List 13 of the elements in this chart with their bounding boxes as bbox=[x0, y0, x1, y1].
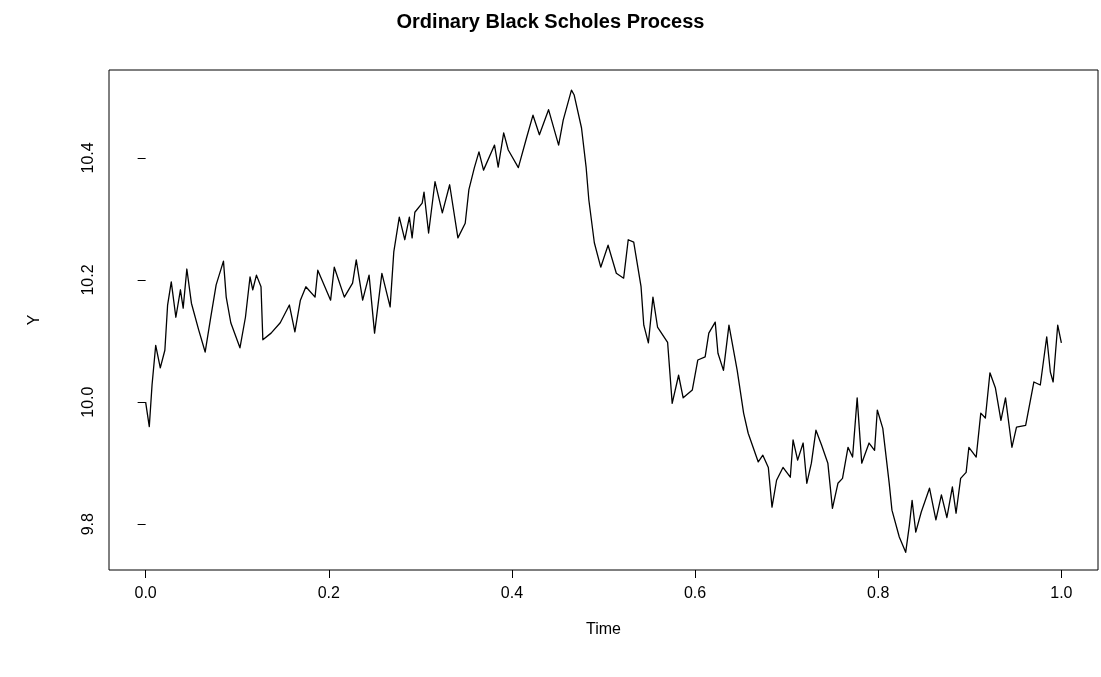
y-tick-label: 10.0 bbox=[78, 386, 96, 418]
x-tick-label: 0.2 bbox=[317, 583, 340, 601]
y-axis-title: Y bbox=[24, 314, 42, 326]
x-tick-label: 0.6 bbox=[683, 583, 707, 601]
x-tick-label: 0.4 bbox=[500, 583, 524, 601]
x-tick-label: 0.0 bbox=[134, 583, 157, 601]
y-tick-label: 9.8 bbox=[78, 512, 96, 536]
y-tick-label: 10.4 bbox=[78, 142, 96, 174]
x-tick-label: 1.0 bbox=[1050, 583, 1073, 601]
x-axis-title: Time bbox=[586, 619, 622, 637]
y-tick-label: 10.2 bbox=[78, 264, 96, 296]
x-tick-label: 0.8 bbox=[867, 583, 890, 601]
chart-title: Ordinary Black Scholes Process bbox=[396, 10, 705, 32]
